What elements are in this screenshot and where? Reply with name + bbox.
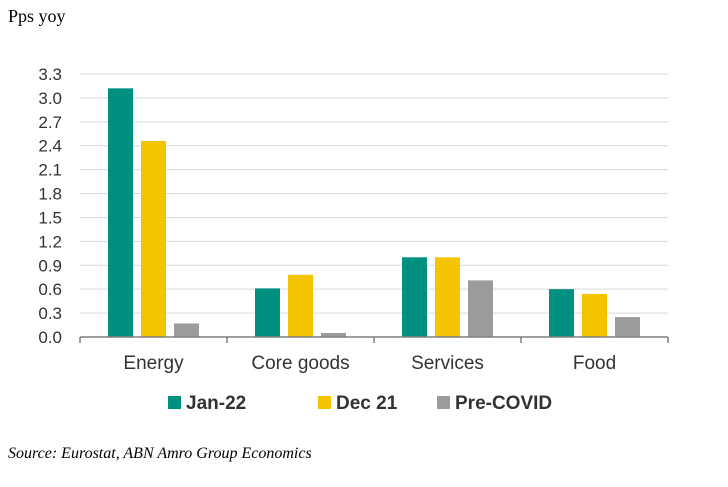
category-labels: Energy Core goods Services Food [123,353,616,374]
y-tick-label: 1.2 [38,232,62,251]
legend-label: Pre-COVID [455,393,552,414]
bars [108,88,640,337]
y-tick-label: 2.4 [38,137,62,156]
bar-pre-covid-services [468,280,493,337]
y-tick-label: 0.9 [38,256,62,275]
bar-dec-21-food [582,293,607,337]
y-tick-labels: 0.0 0.3 0.6 0.9 1.2 1.5 1.8 2.1 2.4 2.7 3.0 3.3 [38,65,62,347]
category-label: Core goods [251,353,349,374]
bar-pre-covid-food [615,317,640,337]
bar-dec-21-core-goods [288,274,313,337]
y-tick-label: 2.7 [38,113,62,132]
legend-label: Jan-22 [186,393,246,414]
y-tick-label: 3.0 [38,89,62,108]
category-label: Food [573,353,616,374]
bar-dec-21-energy [141,140,166,337]
legend: Jan-22 Dec 21 Pre-COVID [168,393,552,414]
y-tick-label: 1.5 [38,208,62,227]
bar-pre-covid-energy [174,323,199,337]
source-note: Source: Eurostat, ABN Amro Group Economi… [8,445,312,462]
legend-swatch [168,396,181,409]
category-label: Energy [123,353,184,374]
x-axis-ticks [79,337,669,343]
y-tick-label: 3.3 [38,65,62,84]
y-tick-label: 0.6 [38,280,62,299]
y-tick-label: 0.0 [38,328,62,347]
bar-jan-22-food [549,289,574,337]
gridlines [80,73,668,314]
y-axis-title: Pps yoy [8,6,66,26]
bar-dec-21-services [435,257,460,337]
y-tick-label: 0.3 [38,304,62,323]
y-tick-label: 2.1 [38,161,62,180]
legend-swatch [437,396,450,409]
category-label: Services [411,353,484,374]
y-tick-label: 1.8 [38,185,62,204]
bar-jan-22-energy [108,88,133,337]
legend-label: Dec 21 [336,393,398,414]
bar-jan-22-core-goods [255,288,280,337]
legend-swatch [318,396,331,409]
bar-jan-22-services [402,257,427,337]
bar-pre-covid-core-goods [321,333,346,337]
